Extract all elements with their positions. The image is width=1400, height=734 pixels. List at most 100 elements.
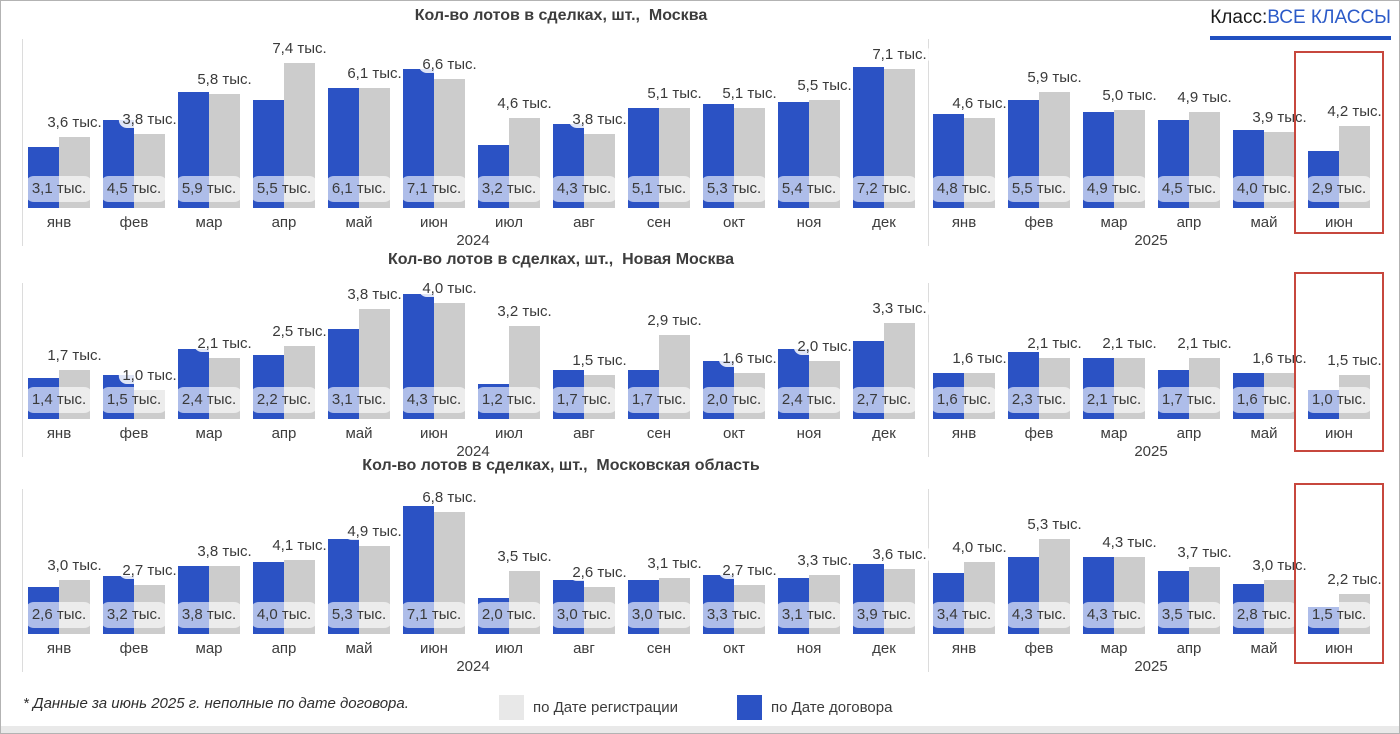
month-axis-label: янв [46, 425, 72, 442]
month-axis-label: май [1250, 425, 1278, 442]
month-axis-label: дек [872, 214, 896, 231]
value-label-registration: 5,0 тыс. [1098, 87, 1161, 104]
value-badge-contract: 2,6 тыс. [25, 602, 93, 628]
value-label-registration: 1,6 тыс. [948, 350, 1011, 367]
value-badge-contract: 4,3 тыс. [1005, 602, 1073, 628]
value-label-registration: 4,9 тыс. [1173, 89, 1236, 106]
month-axis-label: апр [1176, 425, 1202, 442]
value-badge-contract: 3,1 тыс. [325, 387, 393, 413]
value-badge-contract: 1,7 тыс. [550, 387, 618, 413]
month-axis-label: сен [646, 640, 672, 657]
value-badge-contract: 1,2 тыс. [475, 387, 543, 413]
value-label-registration: 3,8 тыс. [343, 286, 406, 303]
legend-item-registration-date[interactable]: по Дате регистрации [499, 695, 678, 720]
month-axis-label: ноя [796, 640, 822, 657]
month-axis-label: авг [573, 640, 595, 657]
value-label-registration: 6,8 тыс. [418, 489, 481, 506]
year-label-2024: 2024 [456, 443, 490, 460]
value-badge-contract: 2,1 тыс. [1080, 387, 1148, 413]
value-badge-contract: 4,5 тыс. [1155, 176, 1223, 202]
month-axis-label: авг [573, 425, 595, 442]
month-axis-label: окт [723, 425, 745, 442]
value-label-registration: 2,9 тыс. [643, 312, 706, 329]
value-label-registration: 6,6 тыс. [418, 56, 481, 73]
value-label-registration: 2,7 тыс. [118, 562, 181, 579]
month-axis-label: фев [1024, 640, 1054, 657]
value-label-registration: 6,1 тыс. [343, 65, 406, 82]
value-label-registration: 2,0 тыс. [793, 338, 856, 355]
value-label-registration: 1,6 тыс. [718, 350, 781, 367]
value-label-registration: 4,6 тыс. [493, 95, 556, 112]
value-label-registration: 2,1 тыс. [1098, 335, 1161, 352]
footnote: * Данные за июнь 2025 г. неполные по дат… [23, 695, 409, 712]
class-filter-label: Класс: [1210, 7, 1268, 28]
month-axis-label: май [345, 214, 373, 231]
value-badge-contract: 1,6 тыс. [930, 387, 998, 413]
value-label-registration: 4,0 тыс. [418, 280, 481, 297]
month-axis-label: апр [271, 640, 297, 657]
value-label-registration: 3,2 тыс. [493, 303, 556, 320]
value-label-registration: 4,0 тыс. [948, 539, 1011, 556]
value-label-registration: 2,6 тыс. [568, 564, 631, 581]
class-filter[interactable]: Класс:ВСЕ КЛАССЫ [1210, 7, 1391, 40]
value-label-registration: 1,0 тыс. [118, 367, 181, 384]
month-axis-label: фев [1024, 214, 1054, 231]
value-badge-contract: 7,1 тыс. [400, 176, 468, 202]
month-axis-label: фев [119, 640, 149, 657]
value-label-registration: 3,8 тыс. [568, 111, 631, 128]
value-badge-contract: 3,4 тыс. [930, 602, 998, 628]
month-axis-label: июн [420, 425, 448, 442]
value-label-registration: 3,9 тыс. [1248, 109, 1311, 126]
month-axis-label: окт [723, 214, 745, 231]
value-label-registration: 7,1 тыс. [868, 46, 931, 63]
value-badge-contract: 3,5 тыс. [1155, 602, 1223, 628]
value-label-registration: 3,7 тыс. [1173, 544, 1236, 561]
month-axis-label: май [1250, 214, 1278, 231]
month-axis-label: ноя [796, 214, 822, 231]
value-label-registration: 1,5 тыс. [1323, 352, 1386, 369]
value-label-registration: 1,6 тыс. [1248, 350, 1311, 367]
value-label-registration: 4,9 тыс. [343, 523, 406, 540]
value-label-registration: 2,1 тыс. [193, 335, 256, 352]
value-label-registration: 1,5 тыс. [568, 352, 631, 369]
value-badge-contract: 4,0 тыс. [250, 602, 318, 628]
month-axis-label: июн [420, 640, 448, 657]
value-badge-contract: 4,8 тыс. [930, 176, 998, 202]
class-filter-underline [1210, 36, 1391, 40]
month-axis-label: май [345, 640, 373, 657]
month-axis-label: мар [195, 640, 223, 657]
value-badge-contract: 1,7 тыс. [625, 387, 693, 413]
value-label-registration: 4,1 тыс. [268, 537, 331, 554]
value-label-registration: 3,0 тыс. [43, 557, 106, 574]
value-badge-contract: 1,0 тыс. [1305, 387, 1373, 413]
month-axis-label: апр [1176, 214, 1202, 231]
value-label-registration: 3,1 тыс. [643, 555, 706, 572]
month-axis-label: июн [420, 214, 448, 231]
month-axis-label: апр [271, 214, 297, 231]
legend-item-contract-date[interactable]: по Дате договора [737, 695, 892, 720]
month-axis-label: май [345, 425, 373, 442]
value-label-registration: 1,7 тыс. [43, 347, 106, 364]
value-badge-contract: 2,0 тыс. [475, 602, 543, 628]
value-badge-contract: 4,3 тыс. [1080, 602, 1148, 628]
month-axis-label: июн [1325, 425, 1353, 442]
value-label-registration: 5,9 тыс. [1023, 69, 1086, 86]
value-label-registration: 4,2 тыс. [1323, 103, 1386, 120]
month-axis-label: дек [872, 640, 896, 657]
value-badge-contract: 2,9 тыс. [1305, 176, 1373, 202]
chart-title-moscow-region: Кол-во лотов в сделках, шт., Московская … [362, 457, 760, 474]
value-badge-contract: 4,9 тыс. [1080, 176, 1148, 202]
value-label-registration: 3,8 тыс. [193, 543, 256, 560]
value-badge-contract: 2,3 тыс. [1005, 387, 1073, 413]
month-axis-label: июн [1325, 214, 1353, 231]
month-axis-label: сен [646, 214, 672, 231]
value-label-registration: 5,8 тыс. [193, 71, 256, 88]
value-label-registration: 2,7 тыс. [718, 562, 781, 579]
value-label-registration: 4,3 тыс. [1098, 534, 1161, 551]
y-axis-line [22, 283, 23, 457]
value-label-registration: 3,3 тыс. [793, 552, 856, 569]
value-badge-contract: 3,0 тыс. [625, 602, 693, 628]
class-filter-value[interactable]: ВСЕ КЛАССЫ [1267, 7, 1391, 28]
value-badge-contract: 5,9 тыс. [175, 176, 243, 202]
